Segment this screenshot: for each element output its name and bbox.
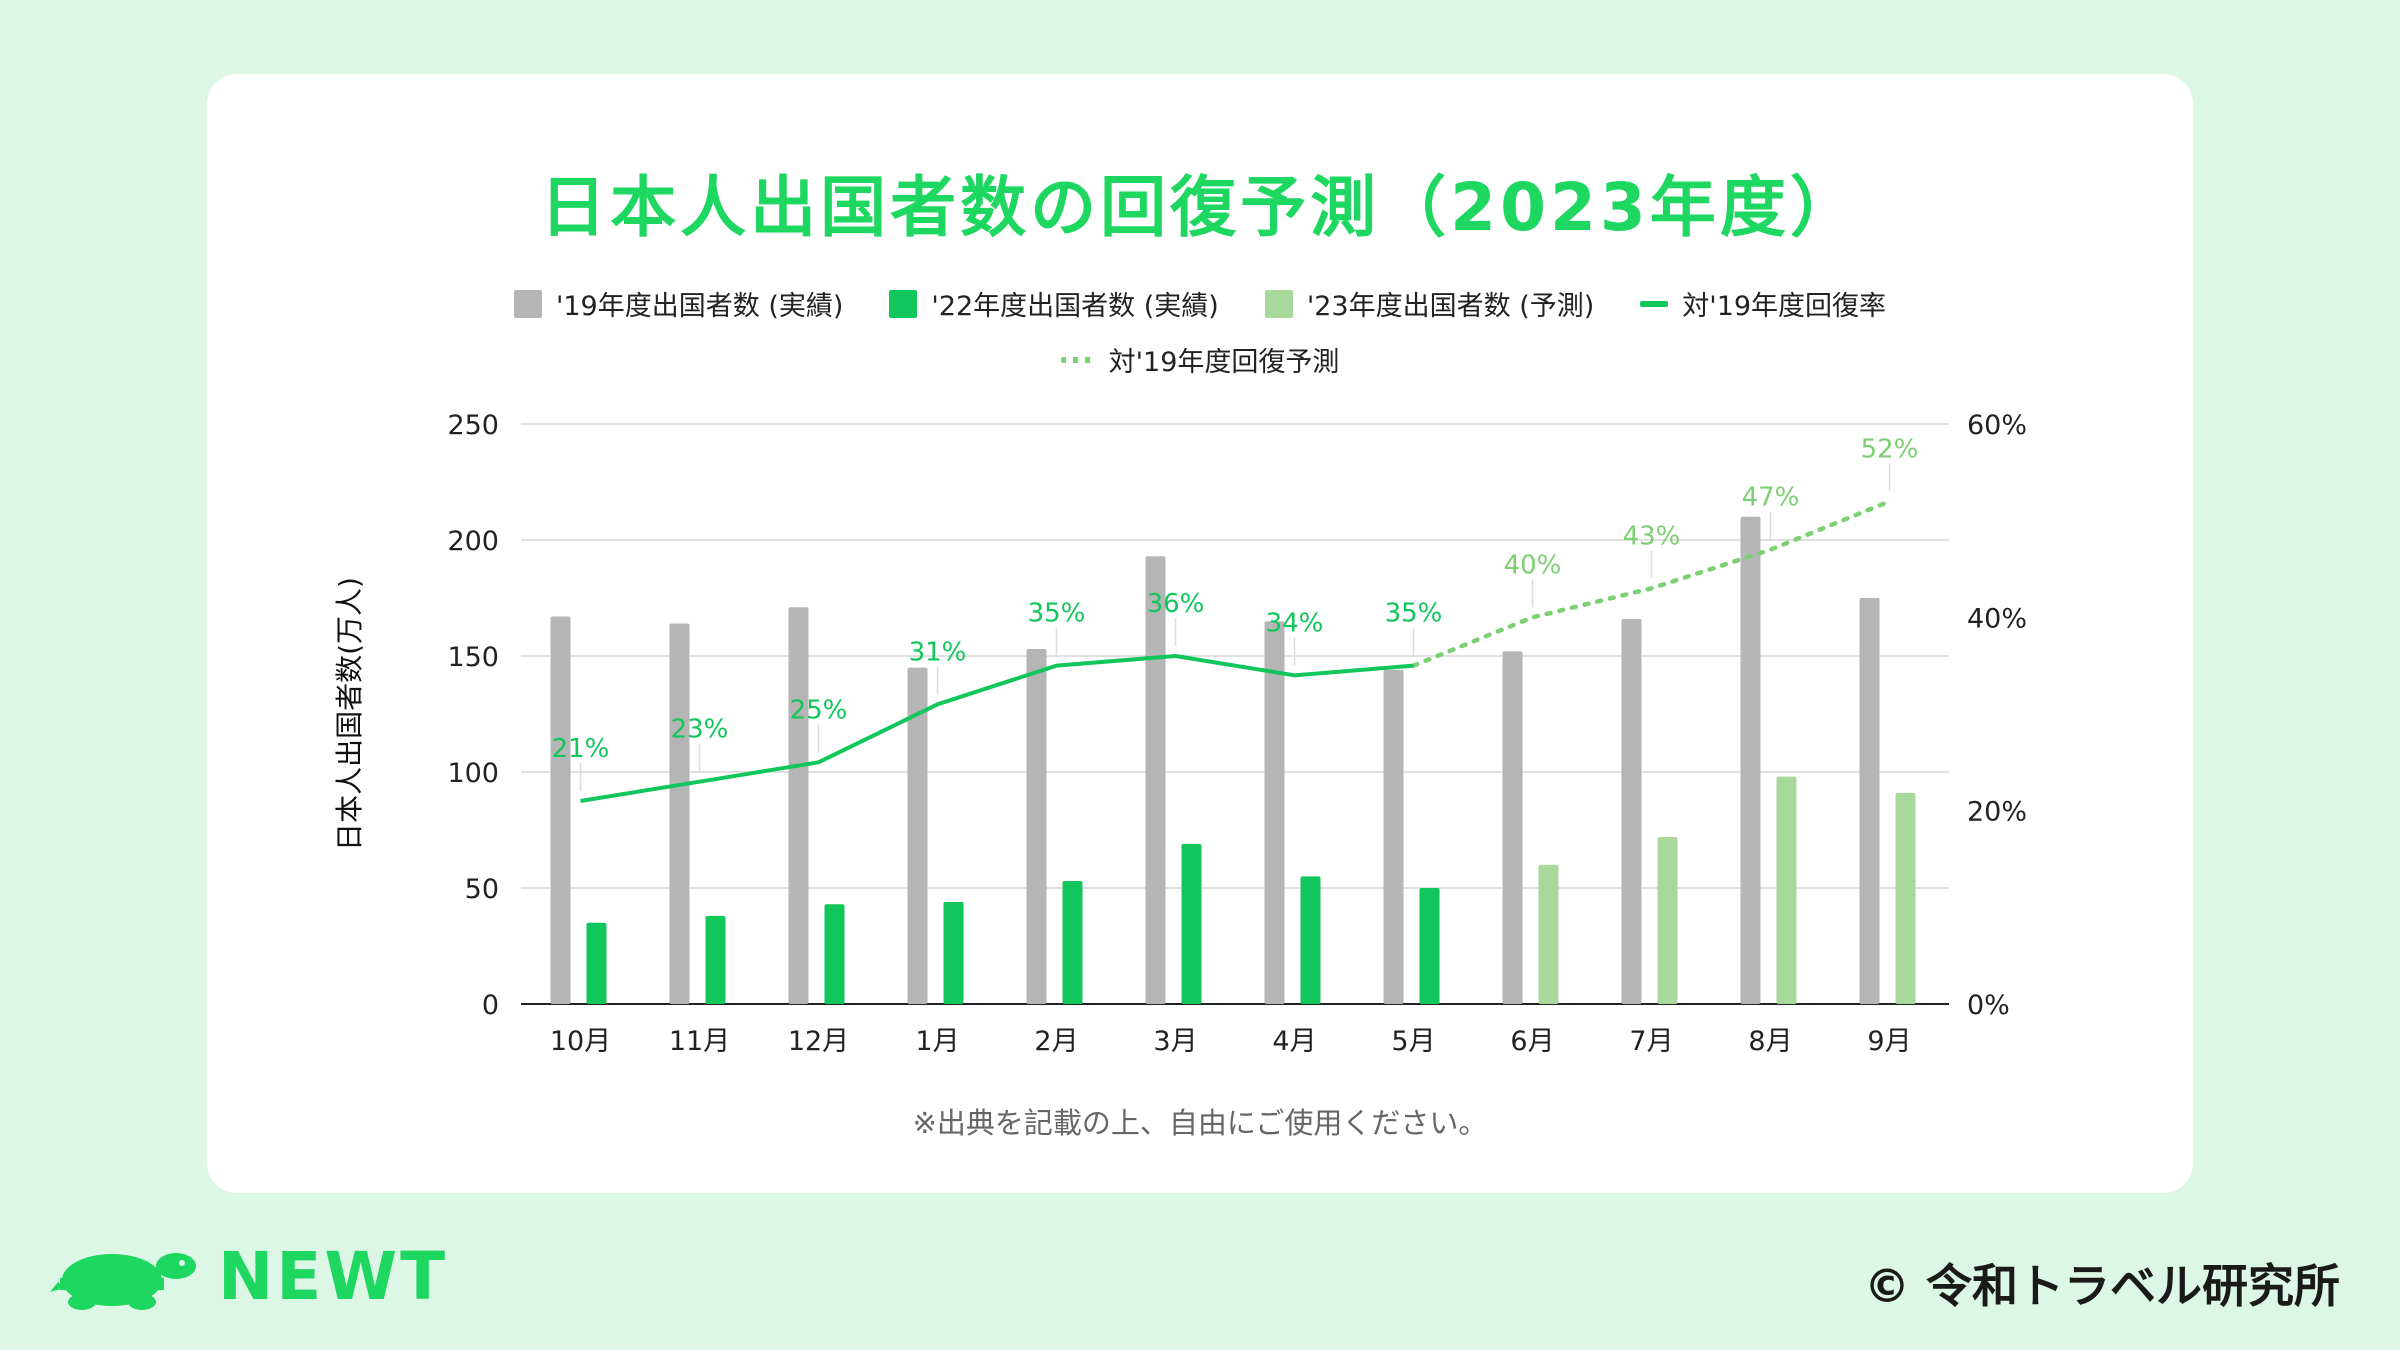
bar-2019	[1383, 669, 1404, 1004]
legend-item-recovery-rate: 対'19年度回復率	[1640, 284, 1886, 323]
data-label: 36%	[1147, 589, 1205, 619]
y-axis-title: 日本人出国者数(万人)	[333, 577, 366, 851]
turtle-icon	[50, 1253, 196, 1310]
legend-item-2023-forecast: '23年度出国者数 (予測)	[1264, 284, 1595, 323]
bar-2022	[586, 922, 607, 1004]
bar-2019	[1264, 621, 1285, 1004]
legend-label: '22年度出国者数 (実績)	[931, 291, 1219, 322]
copyright: © 令和トラベル研究所	[1863, 1259, 2340, 1313]
x-tick-label: 4月	[1272, 1026, 1316, 1057]
legend-item-recovery-forecast: 対'19年度回復予測	[1060, 340, 1340, 379]
bar-2019	[550, 616, 571, 1004]
y2-tick-label: 60%	[1967, 410, 2027, 441]
y-tick-label: 250	[447, 410, 499, 441]
bar-2023-forecast	[1895, 792, 1916, 1004]
line-recovery-rate	[580, 654, 1414, 803]
legend-item-2019-actual: '19年度出国者数 (実績)	[513, 284, 844, 323]
x-tick-label: 1月	[915, 1026, 959, 1057]
brand-name: NEWT	[218, 1237, 449, 1315]
y2-tick-label: 40%	[1967, 603, 2027, 634]
bar-2022	[1419, 888, 1440, 1004]
bar-2022	[705, 915, 726, 1004]
legend-swatch-dotted	[1060, 356, 1095, 363]
bar-2019	[1621, 618, 1642, 1004]
data-label: 23%	[671, 715, 729, 745]
bar-2019	[907, 667, 928, 1004]
legend-row-2: 対'19年度回復予測	[207, 340, 2193, 379]
chart-plot: 0 50 100 150 200 250 0% 20% 40% 60% 日本人出国者数(万人) 10月…	[333, 410, 2027, 1057]
bar-2022	[1181, 843, 1202, 1004]
y-tick-label: 150	[447, 642, 499, 673]
legend-row-1: '19年度出国者数 (実績) '22年度出国者数 (実績) '23年度出国者数 …	[207, 284, 2193, 323]
bar-2022	[1062, 881, 1083, 1004]
legend-label: '19年度出国者数 (実績)	[555, 291, 844, 322]
x-tick-label: 5月	[1391, 1026, 1435, 1057]
data-label: 35%	[1385, 599, 1443, 629]
legend-swatch-gray	[513, 289, 542, 318]
bar-2019	[669, 623, 690, 1004]
x-tick-label: 8月	[1748, 1026, 1792, 1057]
legend-label: '23年度出国者数 (予測)	[1306, 291, 1595, 322]
data-label: 35%	[1028, 599, 1086, 629]
line-recovery-forecast	[1411, 499, 1892, 668]
y2-tick-label: 0%	[1967, 990, 2010, 1021]
legend-item-2022-actual: '22年度出国者数 (実績)	[889, 284, 1219, 323]
x-tick-label: 12月	[788, 1026, 849, 1057]
bar-2022	[824, 904, 845, 1004]
data-label: 40%	[1504, 550, 1562, 580]
x-tick-label: 11月	[669, 1026, 730, 1057]
legend-label: 対'19年度回復予測	[1108, 347, 1340, 378]
x-tick-label: 9月	[1867, 1026, 1911, 1057]
bar-2019	[1145, 556, 1166, 1004]
bar-2019	[1502, 651, 1523, 1004]
bar-2022	[943, 901, 964, 1004]
legend-swatch-lightgreen	[1264, 289, 1293, 318]
data-label: 43%	[1623, 521, 1681, 551]
data-label: 31%	[909, 637, 967, 667]
bar-2022	[1300, 876, 1321, 1004]
usage-note: ※出典を記載の上、自由にご使用ください。	[912, 1106, 1488, 1140]
legend-label: 対'19年度回復率	[1682, 291, 1887, 322]
bar-2023-forecast	[1776, 776, 1797, 1004]
chart-title: 日本人出国者数の回復予測（2023年度）	[540, 169, 1860, 246]
y-tick-label: 100	[447, 758, 499, 789]
x-tick-label: 10月	[550, 1026, 611, 1057]
data-label: 47%	[1742, 483, 1800, 513]
brand-logo: NEWT	[50, 1236, 448, 1316]
bar-2019	[788, 607, 809, 1004]
bar-2019	[1859, 598, 1880, 1004]
y2-tick-label: 20%	[1967, 797, 2027, 828]
legend-swatch-green	[889, 289, 918, 318]
x-tick-label: 7月	[1629, 1026, 1673, 1057]
data-label: 52%	[1861, 434, 1919, 464]
bar-2023-forecast	[1657, 836, 1678, 1004]
chart-card: 日本人出国者数の回復予測（2023年度） '19年度出国者数 (実績) '22年…	[207, 74, 2193, 1193]
data-label: 34%	[1266, 608, 1324, 638]
y-tick-label: 0	[482, 990, 499, 1021]
y-tick-label: 50	[465, 874, 499, 905]
data-label: 21%	[552, 734, 610, 764]
bar-2019	[1026, 649, 1047, 1004]
bar-2019	[1740, 516, 1761, 1004]
x-tick-label: 2月	[1034, 1026, 1078, 1057]
legend-swatch-line	[1640, 300, 1669, 307]
x-tick-label: 6月	[1510, 1026, 1554, 1057]
data-label: 25%	[790, 695, 848, 725]
x-tick-label: 3月	[1153, 1026, 1197, 1057]
y-tick-label: 200	[447, 526, 499, 557]
bar-2023-forecast	[1538, 864, 1559, 1004]
